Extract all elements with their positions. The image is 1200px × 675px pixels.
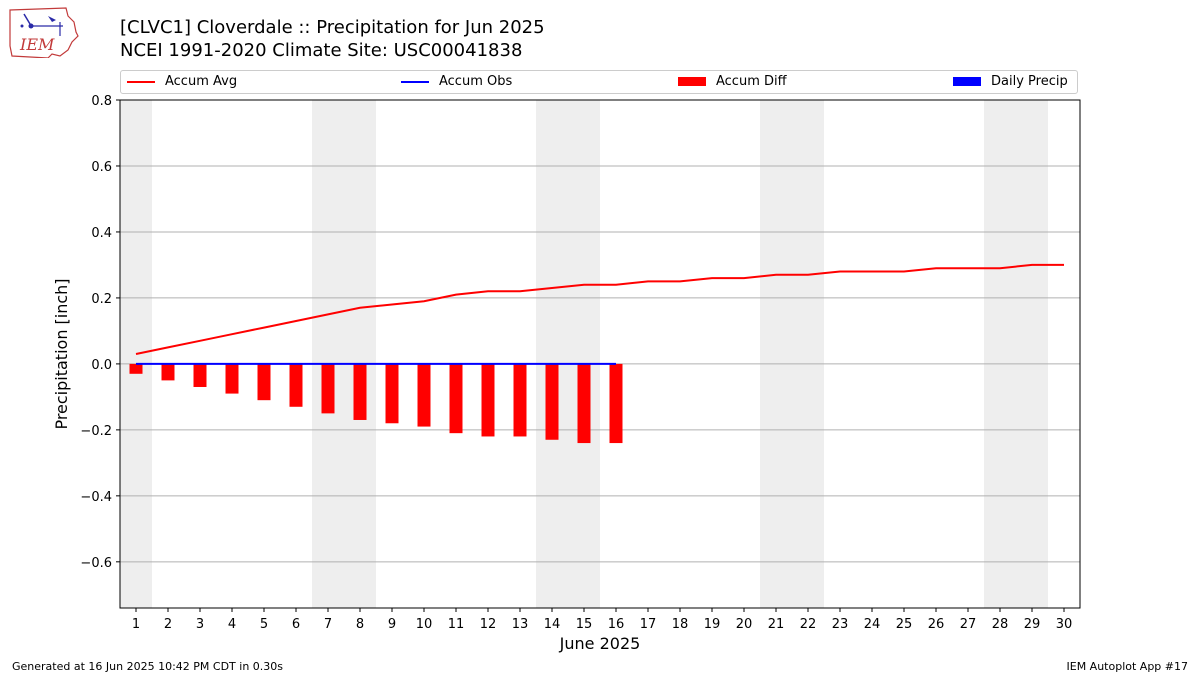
legend-swatch xyxy=(401,80,429,83)
x-tick-label: 4 xyxy=(228,617,236,632)
y-tick-label: 0.4 xyxy=(91,226,112,241)
y-tick-label: 0.2 xyxy=(91,292,112,307)
x-tick-label: 23 xyxy=(832,617,849,632)
x-tick-label: 7 xyxy=(324,617,332,632)
legend-label: Daily Precip xyxy=(991,74,1068,89)
bar-accum-diff xyxy=(449,363,463,434)
bar-accum-diff xyxy=(353,363,367,420)
x-tick-label: 6 xyxy=(292,617,300,632)
generated-timestamp: Generated at 16 Jun 2025 10:42 PM CDT in… xyxy=(12,660,284,673)
bar-accum-diff xyxy=(385,363,399,424)
x-tick-label: 26 xyxy=(928,617,945,632)
bar-accum-diff xyxy=(161,363,175,381)
x-tick-label: 27 xyxy=(960,617,977,632)
bar-accum-diff xyxy=(609,363,623,444)
bar-accum-diff xyxy=(129,363,143,374)
chart-legend: Accum Avg Accum Obs Accum Diff Daily Pre… xyxy=(120,70,1078,94)
logo-text: IEM xyxy=(19,35,55,54)
bars xyxy=(129,363,623,444)
x-tick-label: 13 xyxy=(512,617,529,632)
x-tick-label: 8 xyxy=(356,617,364,632)
x-tick-label: 21 xyxy=(768,617,785,632)
y-tick-label: 0.0 xyxy=(91,358,112,373)
x-tick-label: 29 xyxy=(1024,617,1041,632)
y-tick-label: −0.6 xyxy=(80,556,112,571)
x-tick-label: 30 xyxy=(1056,617,1073,632)
legend-label: Accum Avg xyxy=(165,74,238,89)
plot-frame xyxy=(119,99,1081,609)
x-tick-label: 16 xyxy=(608,617,625,632)
y-axis: −0.6 −0.4 −0.2 0.0 0.2 0.4 0.6 0.8 xyxy=(80,94,120,571)
legend-item-accum-diff: Accum Diff xyxy=(678,74,787,92)
x-tick-label: 5 xyxy=(260,617,268,632)
y-tick-label: 0.8 xyxy=(91,94,112,109)
bar-accum-diff xyxy=(289,363,303,407)
legend-swatch xyxy=(127,80,155,83)
x-tick-label: 10 xyxy=(416,617,433,632)
x-tick-label: 9 xyxy=(388,617,396,632)
x-axis-label: June 2025 xyxy=(559,634,641,653)
x-tick-label: 22 xyxy=(800,617,817,632)
x-tick-label: 19 xyxy=(704,617,721,632)
chart-subtitle: NCEI 1991-2020 Climate Site: USC00041838 xyxy=(120,40,523,61)
bar-accum-diff xyxy=(257,363,271,401)
legend-swatch xyxy=(953,77,981,86)
bar-accum-diff xyxy=(193,363,207,387)
x-tick-label: 11 xyxy=(448,617,465,632)
legend-label: Accum Obs xyxy=(439,74,513,89)
line-accum-avg xyxy=(135,263,1064,355)
x-tick-label: 28 xyxy=(992,617,1009,632)
iem-logo: IEM xyxy=(9,7,79,58)
weekend-band xyxy=(984,100,1048,608)
x-tick-label: 1 xyxy=(132,617,140,632)
weekend-shading xyxy=(120,100,1048,608)
bar-accum-diff xyxy=(513,363,527,437)
bar-accum-diff xyxy=(321,363,335,414)
bar-accum-diff xyxy=(481,363,495,437)
series-lines xyxy=(135,263,1064,365)
x-tick-label: 20 xyxy=(736,617,753,632)
weekend-band xyxy=(760,100,824,608)
legend-label: Accum Diff xyxy=(716,74,787,89)
x-tick-label: 12 xyxy=(480,617,497,632)
y-tick-label: −0.2 xyxy=(80,424,112,439)
bar-accum-diff xyxy=(545,363,559,440)
weekend-band xyxy=(312,100,376,608)
y-tick-label: 0.6 xyxy=(91,160,112,175)
y-axis-label: Precipitation [inch] xyxy=(52,278,71,429)
x-tick-label: 3 xyxy=(196,617,204,632)
app-credit: IEM Autoplot App #17 xyxy=(1066,660,1189,673)
x-tick-label: 17 xyxy=(640,617,657,632)
x-tick-label: 15 xyxy=(576,617,593,632)
legend-item-accum-avg: Accum Avg xyxy=(127,74,237,92)
y-tick-label: −0.4 xyxy=(80,490,112,505)
legend-swatch xyxy=(678,77,706,86)
bar-accum-diff xyxy=(577,363,591,444)
legend-item-accum-obs: Accum Obs xyxy=(401,74,512,92)
chart-title: [CLVC1] Cloverdale :: Precipitation for … xyxy=(120,17,545,38)
bar-accum-diff xyxy=(417,363,431,427)
x-tick-label: 24 xyxy=(864,617,881,632)
bar-accum-diff xyxy=(225,363,239,394)
x-tick-label: 2 xyxy=(164,617,172,632)
weather-station-icon xyxy=(20,13,63,36)
x-tick-label: 25 xyxy=(896,617,913,632)
weekend-band xyxy=(536,100,600,608)
x-tick-label: 18 xyxy=(672,617,689,632)
x-tick-label: 14 xyxy=(544,617,561,632)
x-axis: 1 2 3 4 5 6 7 8 9 10 11 12 13 14 15 16 17 18 19 20 21 22 23 24 2… xyxy=(132,608,1072,632)
legend-item-daily-precip: Daily Precip xyxy=(953,74,1068,92)
